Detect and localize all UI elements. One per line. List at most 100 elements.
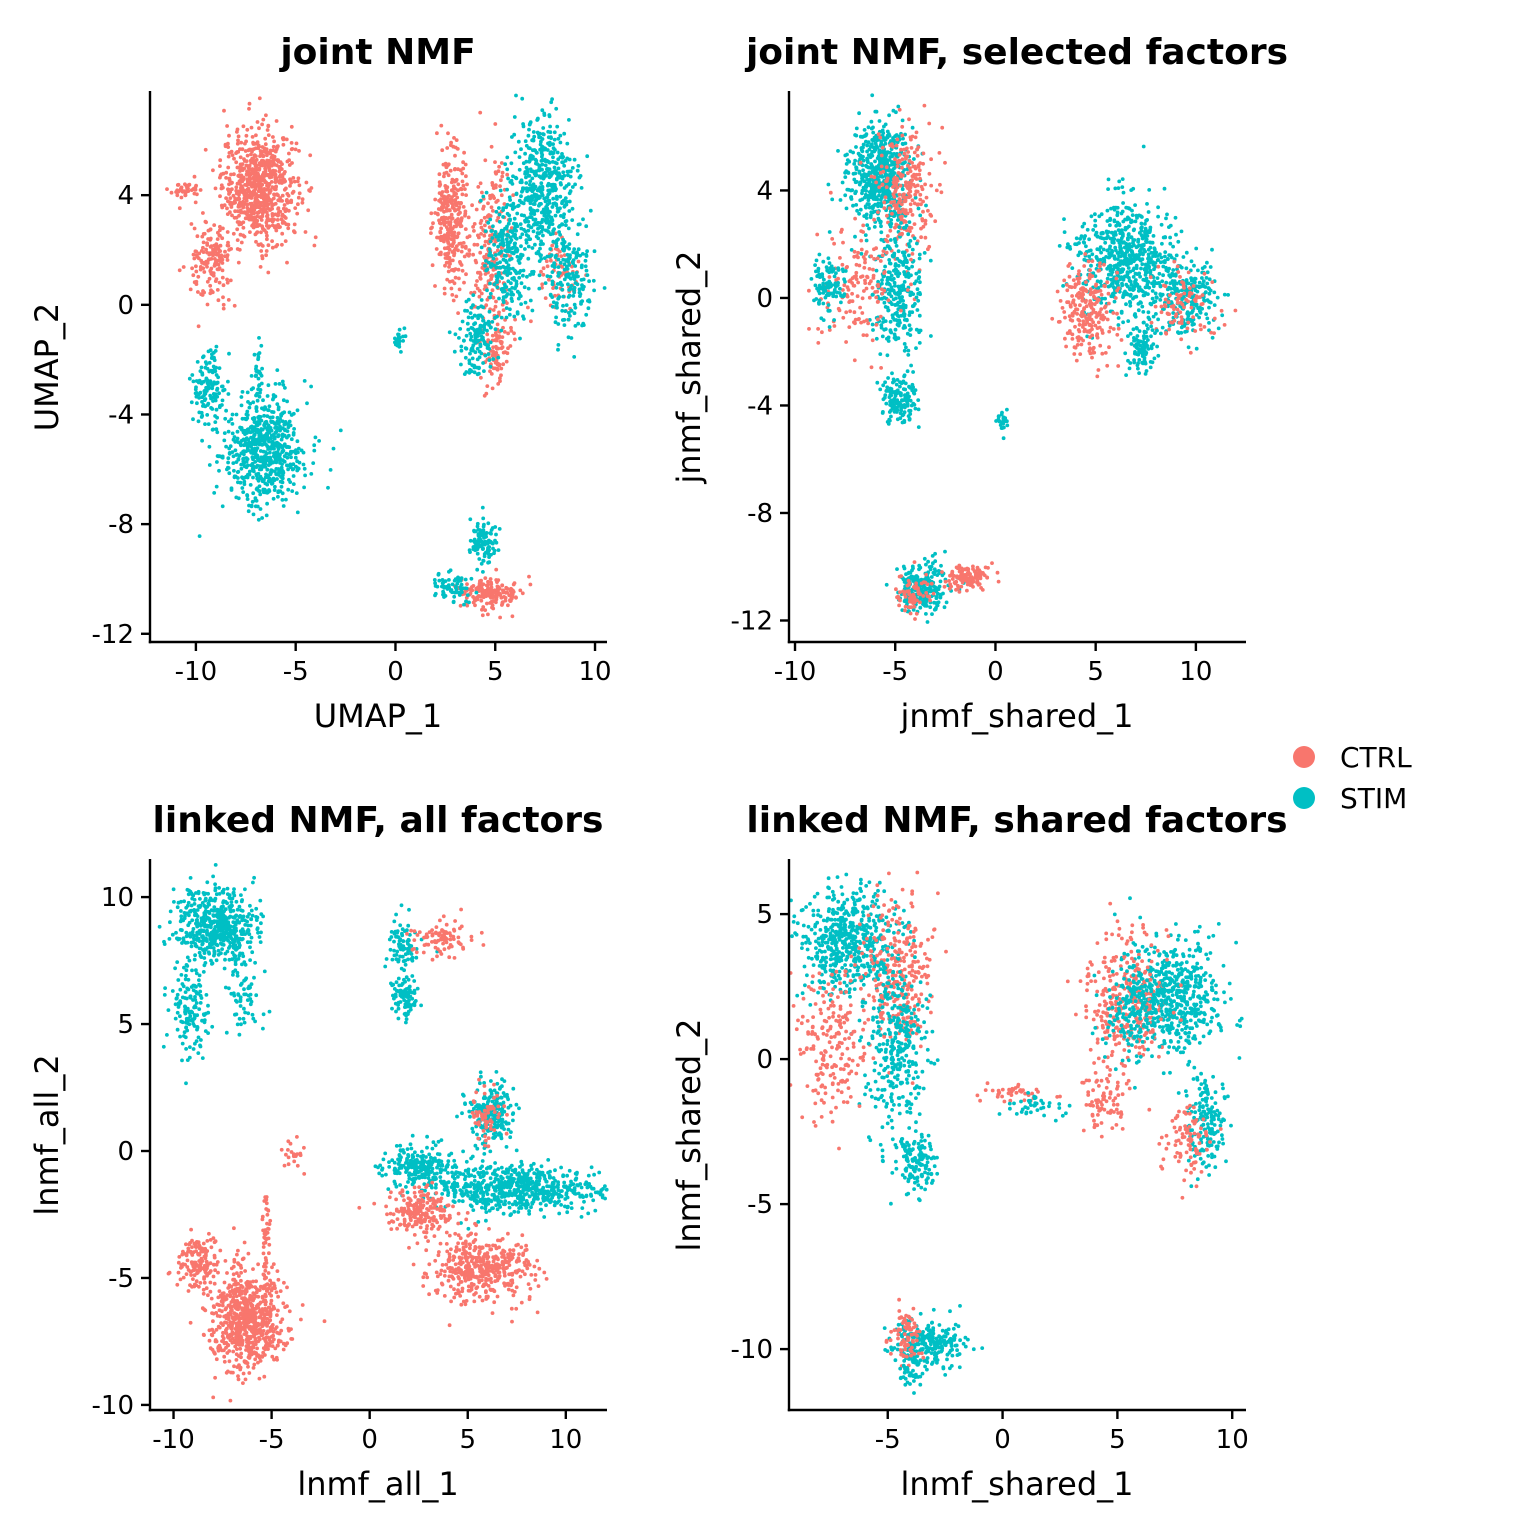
point-ctrl: [462, 150, 466, 155]
point-ctrl: [912, 222, 917, 227]
point-stim: [912, 157, 916, 161]
point-stim: [478, 198, 483, 203]
point-stim: [222, 438, 227, 443]
point-stim: [858, 157, 862, 161]
point-stim: [592, 249, 597, 254]
point-stim: [517, 275, 522, 280]
point-stim: [485, 267, 490, 272]
point-stim: [241, 449, 246, 454]
point-ctrl: [241, 233, 246, 238]
point-ctrl: [923, 222, 928, 226]
point-stim: [254, 498, 259, 503]
point-ctrl: [258, 183, 263, 187]
point-stim: [239, 395, 244, 399]
point-ctrl: [445, 231, 450, 236]
point-stim: [547, 143, 552, 148]
point-stim: [220, 398, 225, 403]
point-stim: [865, 164, 869, 169]
point-stim: [223, 416, 228, 421]
point-ctrl: [196, 274, 201, 279]
point-ctrl: [485, 384, 490, 388]
point-ctrl: [203, 147, 208, 152]
point-stim: [566, 259, 571, 264]
point-ctrl: [245, 202, 250, 207]
point-ctrl: [253, 169, 258, 173]
point-stim: [895, 269, 900, 274]
point-stim: [904, 265, 909, 270]
point-stim: [874, 170, 879, 175]
point-ctrl: [296, 195, 301, 200]
point-stim: [579, 186, 584, 190]
point-ctrl: [496, 578, 501, 582]
point-stim: [266, 475, 271, 480]
point-stim: [558, 181, 563, 185]
point-ctrl: [503, 596, 508, 600]
point-stim: [226, 456, 231, 461]
point-ctrl: [505, 351, 510, 356]
point-ctrl: [239, 240, 244, 245]
point-stim: [521, 161, 526, 166]
point-stim: [196, 380, 201, 385]
point-ctrl: [194, 253, 199, 258]
point-ctrl: [489, 372, 494, 376]
point-ctrl: [463, 246, 468, 250]
point-stim: [878, 161, 882, 165]
point-stim: [213, 420, 218, 424]
point-stim: [487, 560, 492, 565]
point-stim: [556, 166, 561, 171]
point-stim: [865, 202, 870, 206]
point-ctrl: [510, 614, 515, 619]
point-stim: [542, 171, 546, 176]
point-stim: [236, 440, 241, 445]
point-ctrl: [481, 206, 485, 211]
point-stim: [562, 204, 567, 209]
point-ctrl: [894, 206, 899, 211]
point-ctrl: [448, 197, 453, 202]
point-ctrl: [908, 202, 913, 207]
point-ctrl: [545, 264, 550, 269]
point-stim: [904, 345, 908, 350]
point-stim: [222, 387, 227, 392]
point-stim: [453, 585, 458, 590]
point-stim: [882, 300, 887, 305]
point-ctrl: [912, 201, 917, 206]
point-ctrl: [260, 122, 264, 127]
point-stim: [265, 490, 270, 495]
point-stim: [561, 294, 566, 299]
point-stim: [472, 539, 476, 543]
point-stim: [241, 457, 246, 461]
point-stim: [476, 541, 481, 546]
point-stim: [508, 307, 512, 312]
point-stim: [271, 454, 276, 459]
point-stim: [270, 468, 274, 473]
point-stim: [268, 459, 272, 464]
point-ctrl: [277, 180, 282, 185]
point-stim: [918, 213, 923, 218]
point-stim: [256, 478, 261, 483]
point-stim: [212, 491, 217, 495]
point-ctrl: [884, 250, 889, 255]
point-stim: [874, 268, 879, 273]
point-ctrl: [225, 280, 230, 285]
point-stim: [525, 167, 530, 172]
point-ctrl: [296, 176, 301, 181]
point-stim: [499, 315, 504, 320]
point-ctrl: [266, 206, 270, 211]
point-stim: [848, 149, 853, 154]
point-stim: [227, 471, 232, 476]
point-ctrl: [903, 208, 908, 213]
point-stim: [191, 379, 196, 384]
point-ctrl: [274, 119, 279, 123]
point-stim: [514, 192, 519, 197]
point-stim: [467, 361, 472, 366]
point-stim: [203, 422, 207, 426]
point-stim: [536, 226, 540, 231]
point-ctrl: [438, 229, 443, 234]
point-stim: [275, 368, 280, 372]
point-stim: [851, 203, 855, 208]
point-stim: [583, 264, 588, 269]
point-ctrl: [461, 183, 466, 188]
point-stim: [214, 344, 219, 349]
point-stim: [311, 461, 316, 465]
point-stim: [518, 293, 522, 298]
